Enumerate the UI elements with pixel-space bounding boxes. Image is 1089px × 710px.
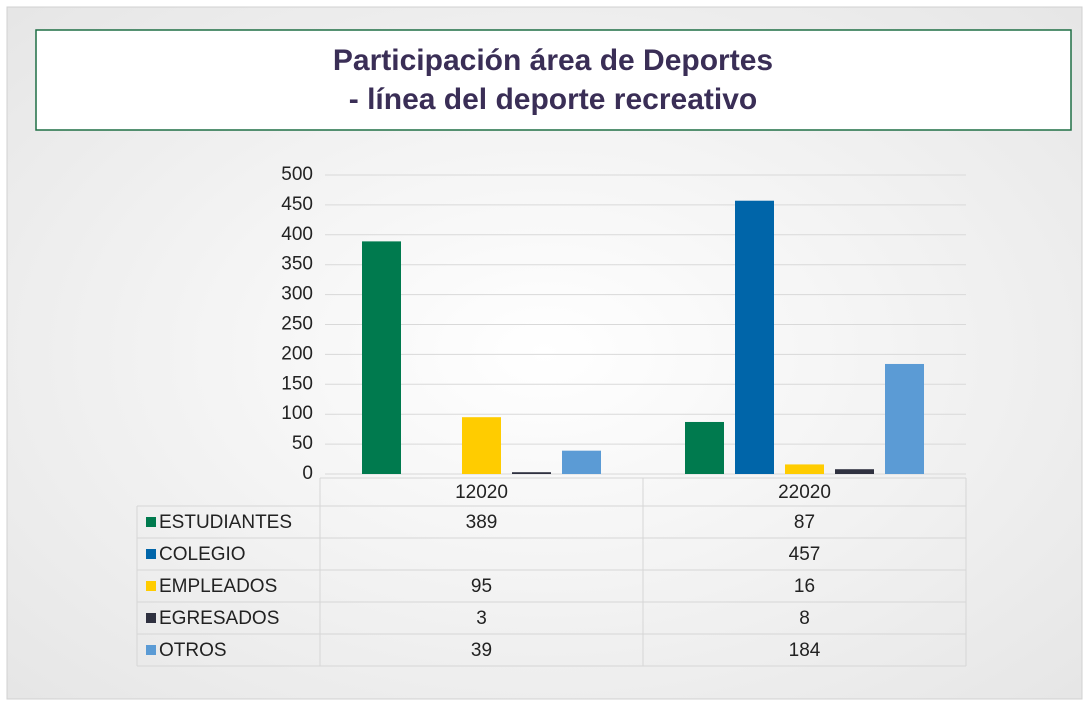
legend-label: OTROS: [159, 640, 227, 661]
table-value: 87: [794, 512, 815, 533]
table-value: 389: [466, 512, 498, 533]
y-tick-label: 200: [281, 343, 313, 364]
legend-label: EMPLEADOS: [159, 576, 277, 597]
legend-swatch: [146, 613, 156, 623]
bar: [835, 469, 874, 474]
y-tick-label: 400: [281, 224, 313, 245]
table-value: 8: [799, 608, 810, 629]
legend-swatch: [146, 645, 156, 655]
y-tick-label: 250: [281, 314, 313, 335]
y-tick-label: 0: [302, 463, 313, 484]
y-tick-label: 350: [281, 254, 313, 275]
legend-swatch: [146, 517, 156, 527]
y-tick-label: 150: [281, 373, 313, 394]
legend-swatch: [146, 549, 156, 559]
bar: [735, 200, 774, 475]
bar: [785, 464, 824, 474]
bar: [685, 421, 724, 474]
bar: [562, 450, 601, 474]
y-tick-label: 50: [292, 433, 313, 454]
x-tick-label: 12020: [455, 482, 508, 503]
table-value: 39: [471, 640, 492, 661]
table-value: 95: [471, 576, 492, 597]
table-value: 457: [789, 544, 821, 565]
y-tick-label: 450: [281, 194, 313, 215]
bar: [362, 241, 401, 474]
y-tick-label: 500: [281, 164, 313, 185]
table-value: 3: [476, 608, 487, 629]
table-value: 16: [794, 576, 815, 597]
legend-label: ESTUDIANTES: [159, 512, 292, 533]
y-tick-label: 300: [281, 284, 313, 305]
legend-label: EGRESADOS: [159, 608, 279, 629]
x-tick-label: 22020: [778, 482, 831, 503]
bar: [885, 363, 924, 474]
title-box: [35, 29, 1072, 131]
chart-title: - línea del deporte recreativo: [349, 83, 757, 116]
y-tick-label: 100: [281, 403, 313, 424]
bar: [512, 472, 551, 474]
chart-title: Participación área de Deportes: [333, 44, 773, 77]
table-value: 184: [789, 640, 821, 661]
legend-label: COLEGIO: [159, 544, 246, 565]
legend-swatch: [146, 581, 156, 591]
bar: [462, 417, 501, 474]
